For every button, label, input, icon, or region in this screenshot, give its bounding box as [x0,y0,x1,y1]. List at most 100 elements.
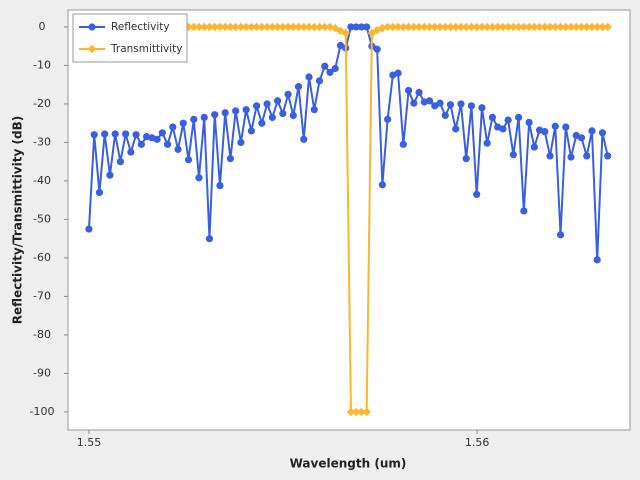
data-point [101,130,109,138]
data-point [232,107,240,115]
data-point [153,135,161,143]
y-axis-title: Reflectivity/Transmittivity (dB) [11,116,25,324]
data-point [520,207,528,215]
data-point [488,113,497,122]
data-point [299,22,308,32]
data-point [320,22,329,32]
data-point [363,23,371,31]
y-tick-label: -10 [33,58,51,71]
data-point [111,130,119,138]
data-point [236,22,246,32]
data-point [90,131,98,139]
data-point [588,127,596,135]
data-point [226,154,235,163]
data-point [420,22,429,32]
legend-box [72,13,188,63]
data-point [341,28,350,38]
data-point [237,138,245,147]
y-tick-label: -30 [33,135,51,148]
data-point [509,22,518,32]
data-point [446,101,455,109]
data-point [289,111,297,120]
data-point [478,104,486,112]
data-point [174,145,182,153]
data-point [583,152,591,160]
data-point [593,22,602,32]
data-point [127,148,135,156]
data-point [572,22,581,32]
data-point [462,22,471,32]
data-point [268,22,277,32]
legend-marker [88,23,96,31]
data-point [593,256,601,264]
data-point [347,23,355,31]
data-point [211,111,219,119]
data-point [205,235,214,243]
data-point [514,22,523,32]
data-point [184,156,193,164]
y-tick-label: -100 [30,405,55,418]
data-point [194,22,204,32]
series-line [87,25,609,260]
data-point [262,22,272,32]
data-point [195,174,203,182]
data-point [283,22,293,32]
data-point [200,113,208,122]
data-point [357,407,366,417]
data-point [273,22,282,32]
data-point [315,77,324,85]
data-point [284,90,292,98]
data-point [294,83,303,91]
data-point [132,131,140,139]
data-point [393,22,403,32]
data-point [551,122,559,130]
data-point [404,22,413,32]
data-point [493,22,502,32]
data-point [435,22,445,32]
data-point [279,109,287,118]
legend-label: Reflectivity [111,21,170,33]
data-point [304,22,314,32]
data-point [263,100,271,108]
data-point [383,22,392,32]
data-point [577,22,586,32]
data-point [362,407,371,417]
data-point [415,88,423,96]
y-tick-label: -70 [33,289,51,302]
data-point [483,139,491,147]
data-point [106,171,114,179]
data-point [310,106,318,114]
data-point [221,109,229,117]
x-axis-title: Wavelength (um) [290,457,407,471]
data-point [498,22,508,32]
data-point [509,151,517,159]
data-point [556,231,565,239]
data-point [220,22,230,32]
data-point [462,154,470,163]
data-point [247,22,256,32]
x-tick-label: 1.56 [465,436,490,449]
data-point [472,22,481,32]
data-point [587,22,597,32]
data-point [414,22,424,32]
y-tick-label: -90 [33,366,51,379]
data-point [216,181,224,190]
data-point [258,119,266,127]
data-point [556,22,565,32]
data-point [582,22,591,32]
data-point [315,22,324,32]
data-point [409,22,419,32]
data-point [477,22,487,32]
data-point [384,115,392,123]
data-point [603,22,612,32]
data-point [357,23,366,31]
data-point [253,102,261,110]
legend-label: Transmittivity [110,43,183,55]
data-point [278,22,288,32]
data-point [310,22,319,32]
data-point [561,22,570,32]
data-point [530,22,539,32]
data-point [441,22,450,32]
data-point [346,407,356,417]
